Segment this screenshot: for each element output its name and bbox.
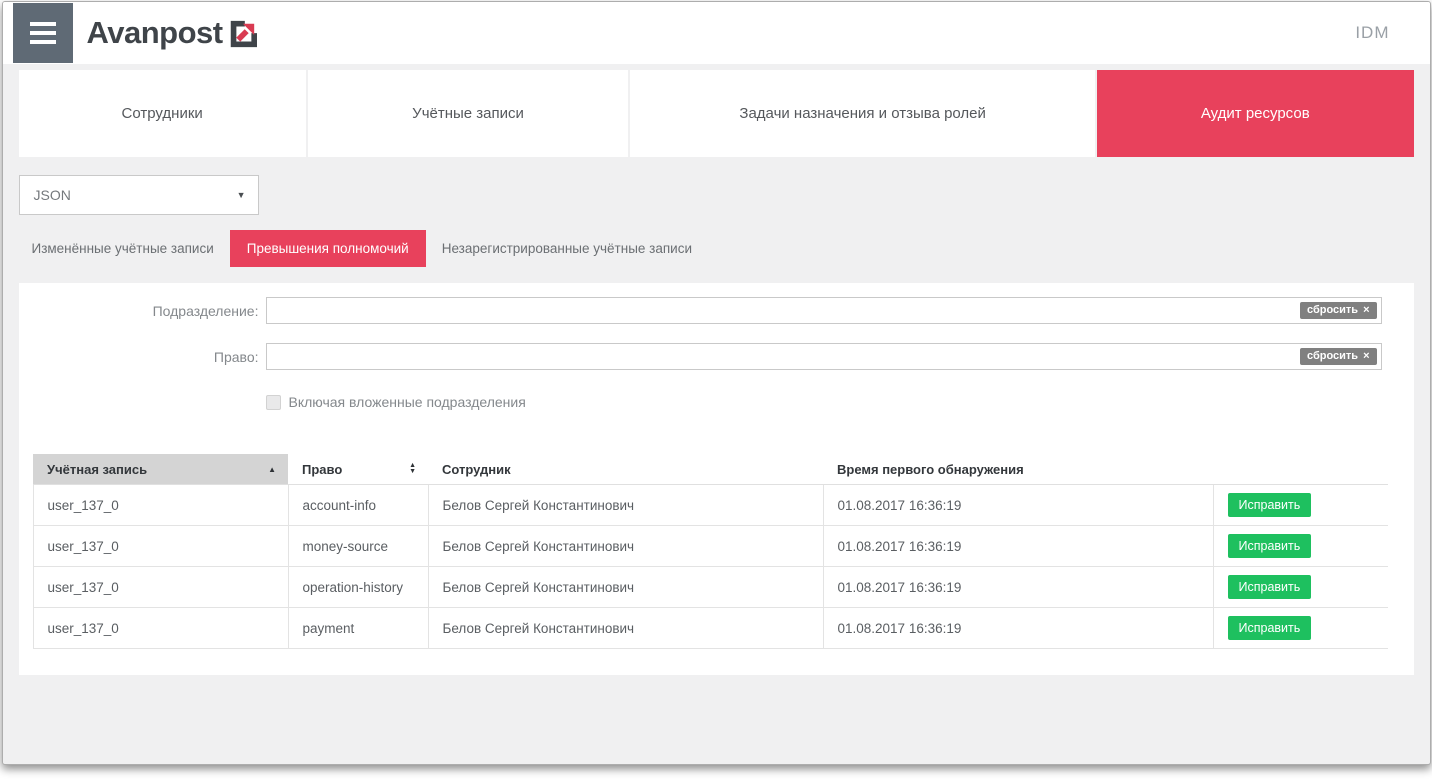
department-reset-button[interactable]: сбросить ×: [1299, 302, 1377, 319]
employee-cell: Белов Сергей Константинович: [427, 607, 823, 649]
employee-cell: Белов Сергей Константинович: [427, 484, 823, 526]
department-input-wrap: сбросить ×: [265, 297, 1382, 324]
top-bar: Avanpost IDM: [2, 2, 1430, 64]
table-row: user_137_0 operation-history Белов Серге…: [32, 566, 1388, 608]
first-seen-cell: 01.08.2017 16:36:19: [822, 566, 1213, 608]
subtab-excess-permissions[interactable]: Превышения полномочий: [229, 230, 426, 267]
sort-asc-icon: ▲: [268, 464, 276, 474]
tab-employees[interactable]: Сотрудники: [18, 70, 306, 157]
right-cell: operation-history: [287, 566, 428, 608]
right-cell: account-info: [287, 484, 428, 526]
include-nested-label: Включая вложенные подразделения: [288, 394, 526, 410]
right-cell: payment: [287, 607, 428, 649]
chevron-down-icon: ▼: [236, 190, 246, 200]
right-input[interactable]: [265, 343, 1382, 370]
format-select[interactable]: JSON ▼: [18, 175, 259, 215]
column-header-right[interactable]: Право ▲ ▼: [288, 454, 428, 485]
employee-cell: Белов Сергей Константинович: [427, 566, 823, 608]
table-header-row: Учётная запись ▲ Право ▲ ▼ Сотру: [33, 454, 1388, 485]
subtab-unregistered-accounts[interactable]: Незарегистрированные учётные записи: [441, 241, 692, 256]
table-row: user_137_0 account-info Белов Сергей Кон…: [32, 484, 1388, 526]
menu-icon: [29, 22, 56, 26]
department-filter-row: Подразделение: сбросить ×: [19, 297, 1414, 324]
account-cell: user_137_0: [32, 525, 288, 567]
menu-button[interactable]: [12, 3, 73, 63]
table-row: user_137_0 money-source Белов Сергей Кон…: [32, 525, 1388, 567]
column-header-first-seen: Время первого обнаружения: [823, 454, 1213, 485]
first-seen-cell: 01.08.2017 16:36:19: [822, 525, 1213, 567]
tab-accounts[interactable]: Учётные записи: [307, 70, 629, 157]
include-nested-checkbox[interactable]: [265, 394, 281, 410]
right-input-wrap: сбросить ×: [265, 343, 1382, 370]
column-header-employee: Сотрудник: [428, 454, 823, 485]
include-nested-row: Включая вложенные подразделения: [265, 394, 1414, 410]
employee-cell: Белов Сергей Константинович: [427, 525, 823, 567]
avanpost-logo-icon: [230, 20, 257, 48]
column-header-actions: [1213, 454, 1388, 485]
account-cell: user_137_0: [32, 566, 288, 608]
subtab-changed-accounts[interactable]: Изменённые учётные записи: [31, 241, 214, 256]
tab-role-tasks[interactable]: Задачи назначения и отзыва ролей: [630, 70, 1095, 157]
first-seen-cell: 01.08.2017 16:36:19: [822, 607, 1213, 649]
right-label: Право:: [213, 348, 259, 365]
tab-resource-audit[interactable]: Аудит ресурсов: [1097, 70, 1414, 157]
main-tabs: Сотрудники Учётные записи Задачи назначе…: [18, 70, 1414, 157]
sort-both-icon: ▲ ▼: [409, 462, 416, 475]
account-cell: user_137_0: [32, 607, 288, 649]
right-reset-button[interactable]: сбросить ×: [1299, 348, 1377, 365]
audit-subtabs: Изменённые учётные записи Превышения пол…: [19, 230, 1414, 267]
right-cell: money-source: [287, 525, 428, 567]
right-filter-row: Право: сбросить ×: [19, 343, 1414, 370]
close-icon: ×: [1363, 304, 1370, 316]
avanpost-logo: Avanpost: [87, 15, 257, 51]
department-input[interactable]: [265, 297, 1382, 324]
app-window: Avanpost IDM Сотрудники Учётные записи З…: [1, 1, 1431, 765]
format-select-value: JSON: [33, 187, 71, 203]
account-cell: user_137_0: [32, 484, 288, 526]
violations-table: Учётная запись ▲ Право ▲ ▼ Сотру: [32, 454, 1388, 649]
fix-button[interactable]: Исправить: [1227, 575, 1312, 599]
first-seen-cell: 01.08.2017 16:36:19: [822, 484, 1213, 526]
close-icon: ×: [1363, 350, 1370, 362]
fix-button[interactable]: Исправить: [1227, 534, 1312, 558]
department-label: Подразделение:: [152, 302, 259, 319]
table-row: user_137_0 payment Белов Сергей Констант…: [32, 607, 1388, 649]
product-label: IDM: [1355, 23, 1390, 42]
content-panel: Подразделение: сбросить × Право: сбросит…: [18, 283, 1414, 675]
fix-button[interactable]: Исправить: [1227, 493, 1312, 517]
column-header-account[interactable]: Учётная запись ▲: [33, 454, 288, 485]
fix-button[interactable]: Исправить: [1227, 616, 1312, 640]
brand-name: Avanpost: [86, 15, 224, 50]
